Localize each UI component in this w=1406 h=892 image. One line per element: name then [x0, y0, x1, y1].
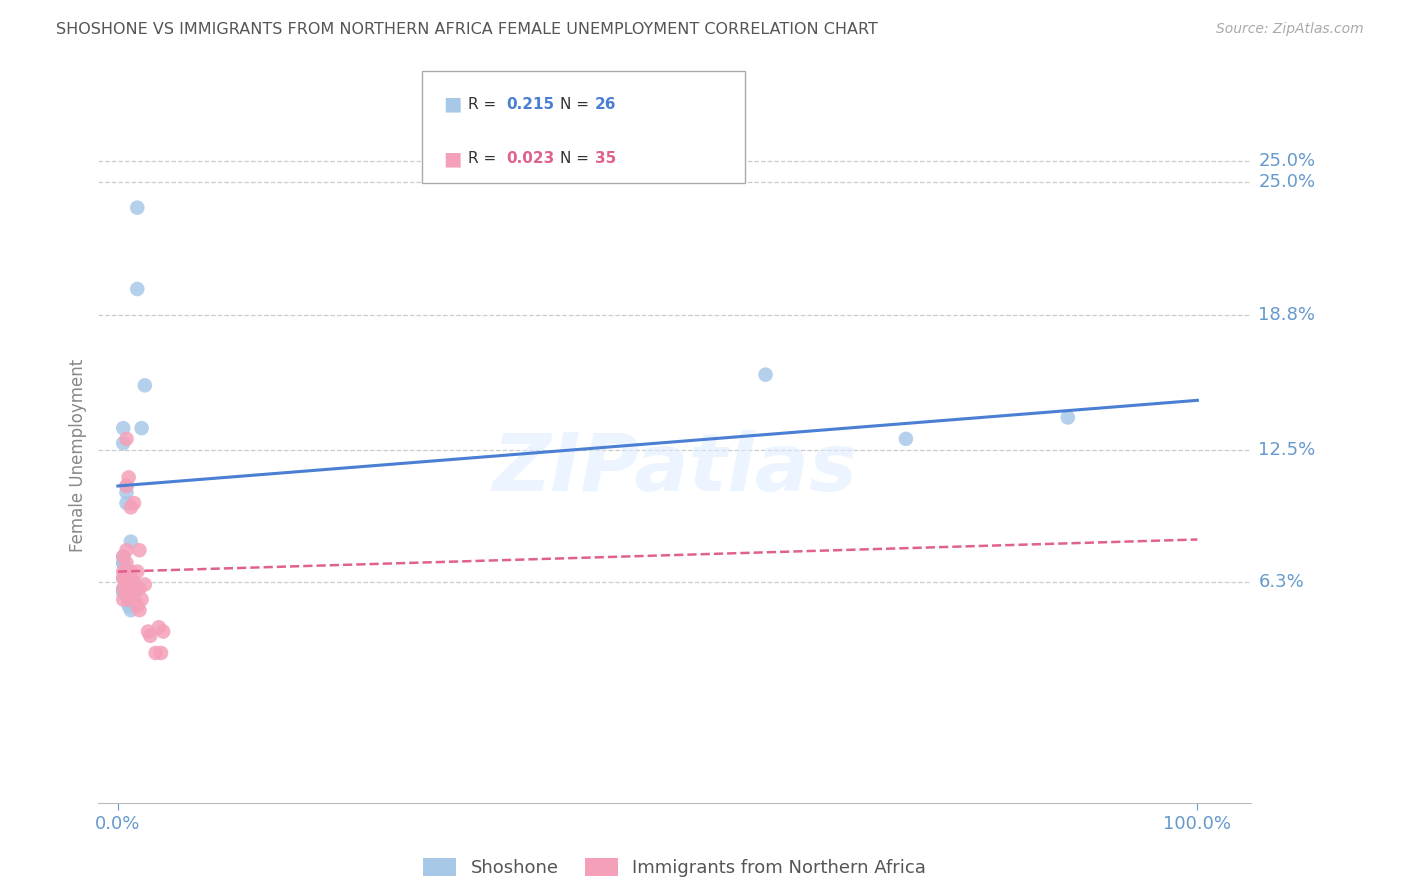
Point	[120, 575, 142, 590]
Point	[112, 565, 135, 579]
Point	[145, 646, 167, 660]
Point	[131, 592, 153, 607]
Point	[127, 599, 149, 613]
Point	[112, 571, 135, 585]
Text: 0.215: 0.215	[506, 97, 554, 112]
Point	[112, 421, 135, 435]
Point	[131, 421, 153, 435]
Text: SHOSHONE VS IMMIGRANTS FROM NORTHERN AFRICA FEMALE UNEMPLOYMENT CORRELATION CHAR: SHOSHONE VS IMMIGRANTS FROM NORTHERN AFR…	[56, 22, 879, 37]
Point	[128, 582, 150, 596]
Legend: Shoshone, Immigrants from Northern Africa: Shoshone, Immigrants from Northern Afric…	[416, 850, 934, 884]
Point	[112, 582, 135, 596]
Point	[115, 496, 138, 510]
Point	[128, 543, 150, 558]
Text: 0.023: 0.023	[506, 152, 554, 166]
Point	[112, 592, 135, 607]
Point	[115, 543, 138, 558]
Point	[120, 500, 142, 515]
Point	[139, 629, 162, 643]
Point	[894, 432, 917, 446]
Point	[117, 599, 139, 613]
Text: 26: 26	[595, 97, 616, 112]
Point	[122, 592, 145, 607]
Point	[120, 565, 142, 579]
Point	[120, 582, 142, 596]
Point	[117, 582, 139, 596]
Point	[152, 624, 174, 639]
Point	[120, 603, 142, 617]
Point	[115, 586, 138, 600]
Point	[127, 201, 149, 215]
Point	[112, 586, 135, 600]
Point	[122, 575, 145, 590]
Point	[112, 556, 135, 570]
Point	[127, 282, 149, 296]
Point	[115, 571, 138, 585]
Point	[120, 534, 142, 549]
Text: 12.5%: 12.5%	[1258, 441, 1316, 458]
Point	[117, 571, 139, 585]
Text: Source: ZipAtlas.com: Source: ZipAtlas.com	[1216, 22, 1364, 37]
Point	[112, 571, 135, 585]
Text: 35: 35	[595, 152, 616, 166]
Point	[112, 549, 135, 564]
Point	[754, 368, 776, 382]
Point	[134, 378, 156, 392]
Point	[127, 565, 149, 579]
Text: 25.0%: 25.0%	[1258, 152, 1316, 169]
Point	[115, 556, 138, 570]
Point	[1056, 410, 1078, 425]
Y-axis label: Female Unemployment: Female Unemployment	[69, 359, 87, 551]
Point	[117, 470, 139, 484]
Text: ZIPatlas: ZIPatlas	[492, 430, 858, 508]
Point	[115, 432, 138, 446]
Point	[112, 436, 135, 450]
Text: ■: ■	[443, 95, 461, 114]
Point	[117, 571, 139, 585]
Point	[117, 592, 139, 607]
Point	[112, 549, 135, 564]
Point	[150, 646, 173, 660]
Point	[136, 624, 159, 639]
Text: 6.3%: 6.3%	[1258, 574, 1305, 591]
Text: R =: R =	[468, 152, 502, 166]
Point	[134, 577, 156, 591]
Text: R =: R =	[468, 97, 502, 112]
Text: 25.0%: 25.0%	[1258, 173, 1316, 191]
Point	[112, 556, 135, 570]
Point	[127, 582, 149, 596]
Point	[117, 586, 139, 600]
Point	[148, 620, 170, 634]
Point	[115, 479, 138, 493]
Text: N =: N =	[560, 152, 593, 166]
Point	[115, 479, 138, 493]
Point	[122, 575, 145, 590]
Text: N =: N =	[560, 97, 593, 112]
Point	[112, 582, 135, 596]
Text: 18.8%: 18.8%	[1258, 306, 1316, 324]
Point	[117, 592, 139, 607]
Point	[115, 485, 138, 500]
Point	[128, 603, 150, 617]
Text: ■: ■	[443, 149, 461, 169]
Point	[122, 496, 145, 510]
